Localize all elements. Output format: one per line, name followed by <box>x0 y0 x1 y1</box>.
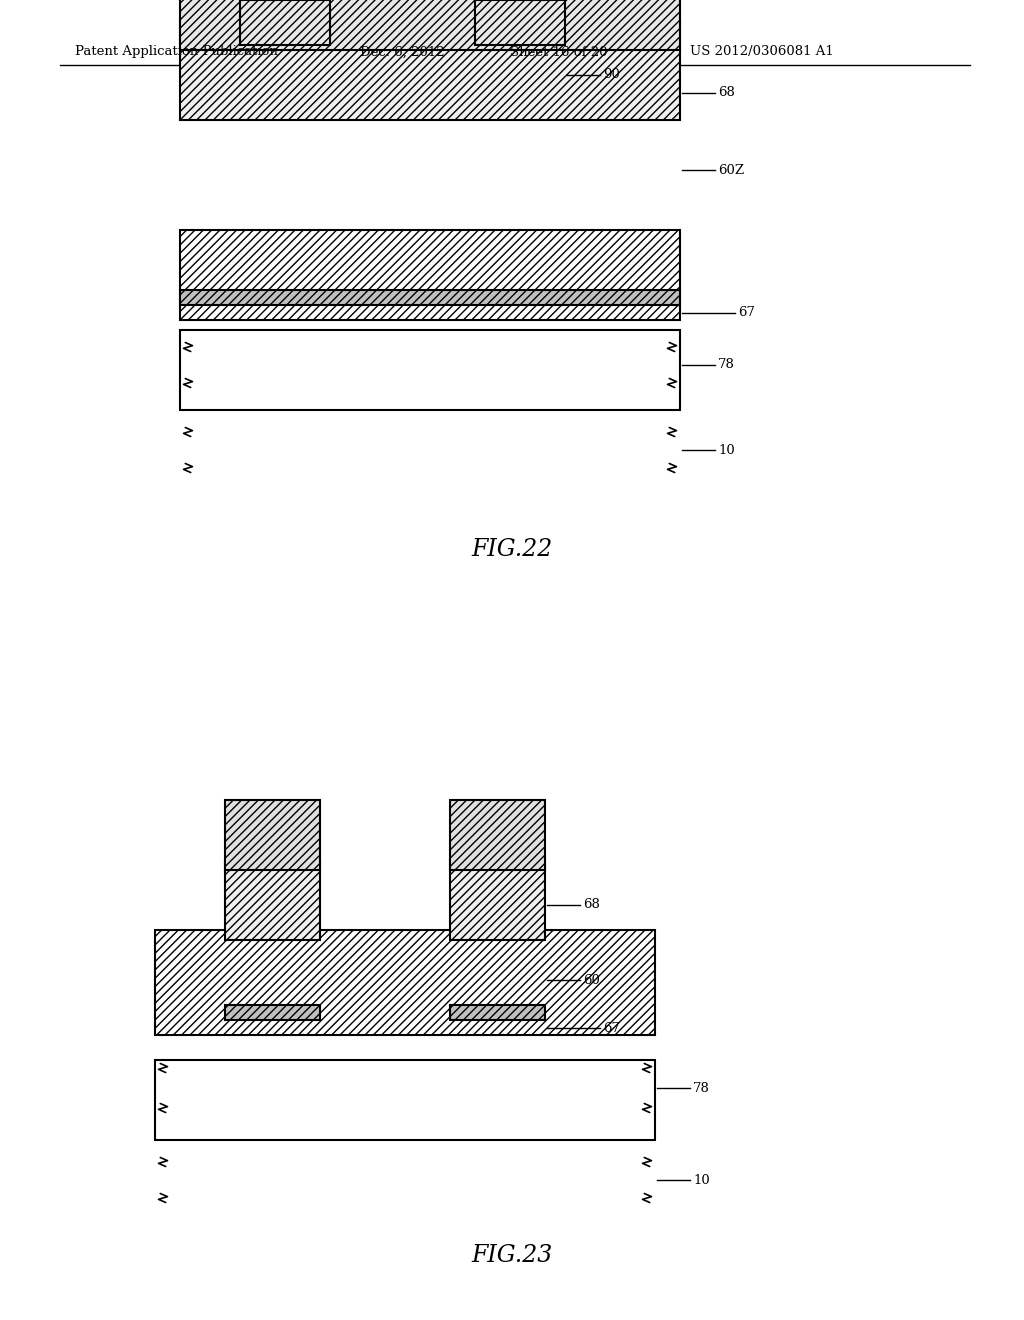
Text: 67: 67 <box>738 306 755 319</box>
Text: 90: 90 <box>603 69 620 82</box>
Text: 10: 10 <box>693 1173 710 1187</box>
Bar <box>155 1060 655 1140</box>
Text: 78: 78 <box>693 1081 710 1094</box>
Text: FIG.23: FIG.23 <box>471 1243 553 1266</box>
Text: Patent Application Publication: Patent Application Publication <box>75 45 278 58</box>
Bar <box>180 230 680 319</box>
Bar <box>450 861 545 940</box>
Text: 68: 68 <box>583 899 600 912</box>
Bar <box>475 0 565 45</box>
Bar <box>225 800 319 870</box>
Bar <box>180 330 680 411</box>
Bar <box>180 20 680 120</box>
Text: 78: 78 <box>718 359 735 371</box>
Bar <box>225 861 319 940</box>
Text: 60Z: 60Z <box>718 164 744 177</box>
Text: FIG.22: FIG.22 <box>471 539 553 561</box>
Text: 68: 68 <box>718 87 735 99</box>
Bar <box>180 290 680 305</box>
Bar <box>180 0 680 50</box>
Bar <box>450 800 545 870</box>
Bar <box>240 0 330 45</box>
Bar <box>450 1005 545 1020</box>
Text: 67: 67 <box>603 1022 620 1035</box>
Text: 60: 60 <box>583 974 600 986</box>
Text: Dec. 6, 2012: Dec. 6, 2012 <box>360 45 444 58</box>
Text: 10: 10 <box>718 444 735 457</box>
Bar <box>225 1005 319 1020</box>
Text: US 2012/0306081 A1: US 2012/0306081 A1 <box>690 45 834 58</box>
Bar <box>155 931 655 1035</box>
Text: Sheet 16 of 20: Sheet 16 of 20 <box>510 45 607 58</box>
